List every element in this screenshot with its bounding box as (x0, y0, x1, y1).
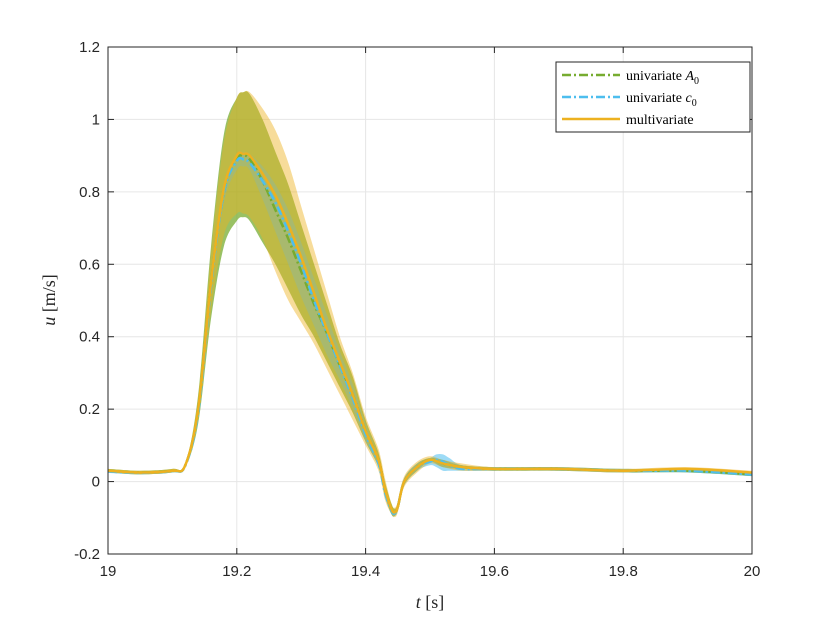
x-tick-label: 19.2 (222, 563, 251, 580)
plot-frame (107, 46, 753, 555)
y-tick-label: 0.2 (79, 401, 100, 418)
line-series-3 (107, 151, 753, 514)
band-series-3 (108, 90, 752, 518)
y-tick-label: 1 (92, 111, 100, 128)
y-tick-label: -0.2 (74, 546, 100, 563)
axis-ticks: 19 19.2 19.4 19.6 19.8 20 -0.2 0 0.2 0.4 0.6 0.8 1 1.… (74, 39, 760, 580)
y-tick-label: 0.4 (79, 329, 100, 346)
uncertainty-bands (108, 90, 752, 518)
y-tick-label: 0.6 (79, 256, 100, 273)
y-axis-label: u [m/s] (39, 274, 59, 326)
y-tick-label: 0.8 (79, 184, 100, 201)
y-tick-label: 1.2 (79, 39, 100, 56)
y-tick-label: 0 (92, 474, 100, 491)
x-tick-label: 19.8 (609, 563, 638, 580)
legend-entry: multivariate (626, 113, 694, 128)
x-tick-label: 19.6 (480, 563, 509, 580)
legend-entry: univariate c0 (626, 91, 697, 109)
series-lines (107, 151, 753, 515)
legend-box (555, 61, 751, 133)
legend-entry: univariate A0 (626, 69, 699, 87)
x-tick-label: 19 (100, 563, 117, 580)
legend: univariate A0 univariate c0 multivariate (555, 61, 751, 133)
x-tick-label: 20 (744, 563, 761, 580)
x-tick-label: 19.4 (351, 563, 380, 580)
x-axis-label: t [s] (416, 592, 445, 612)
